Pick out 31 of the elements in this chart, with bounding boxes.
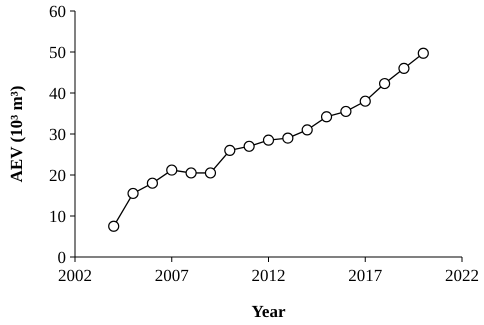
point <box>127 188 139 200</box>
point <box>244 140 255 152</box>
y-axis-title: AEV (10³ m³) <box>7 86 26 182</box>
point <box>282 132 294 144</box>
x-tick-label: 2012 <box>252 266 286 285</box>
point <box>224 144 236 156</box>
y-tick-label: 30 <box>49 124 66 144</box>
x-tick-label: 2007 <box>154 266 190 285</box>
point <box>204 167 216 179</box>
x-axis-title: Year <box>252 302 286 321</box>
point <box>262 134 274 146</box>
y-tick-label: 10 <box>49 206 66 226</box>
y-tick-label: 60 <box>49 2 66 21</box>
y-tick-label: 40 <box>49 84 66 103</box>
point <box>360 96 371 107</box>
point <box>166 164 178 176</box>
point <box>186 167 197 179</box>
y-tick-label: 20 <box>49 166 66 185</box>
point <box>398 62 410 74</box>
y-tick-label: 50 <box>49 42 66 62</box>
point <box>418 48 429 59</box>
point <box>320 111 332 122</box>
point <box>379 78 390 90</box>
y-tick-label: 0 <box>58 248 66 267</box>
x-tick-label: 2017 <box>348 266 383 285</box>
point <box>108 220 120 232</box>
x-tick-label: 2002 <box>58 266 92 285</box>
point <box>302 124 313 136</box>
point <box>146 178 158 189</box>
x-tick-label: 2022 <box>445 266 479 285</box>
point <box>340 106 352 118</box>
